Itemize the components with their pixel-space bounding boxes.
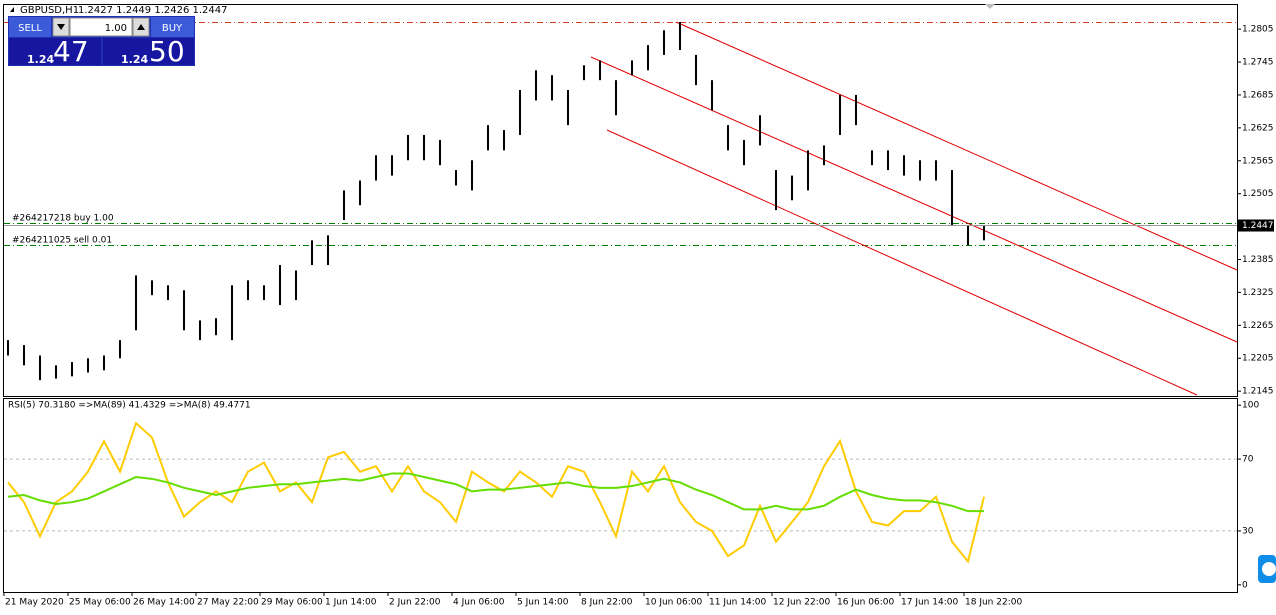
x-tick-label: 29 May 06:00: [261, 598, 323, 608]
arrow: [137, 24, 145, 30]
order-label: #264211025 sell 0.01: [12, 236, 112, 246]
buy-price[interactable]: [103, 38, 194, 65]
channel-line: [675, 21, 1238, 271]
indicator-label: RSI(5) 70.3180 =>MA(89) 41.4329 =>MA(8) …: [8, 401, 251, 411]
y-tick-label: 1.2205: [1242, 354, 1274, 364]
y-tick-label: 1.2505: [1242, 189, 1274, 199]
indicator-line: [7, 472, 984, 513]
y-tick-label: 1.2325: [1242, 288, 1274, 298]
x-tick-label: 26 May 14:00: [133, 598, 195, 608]
trade-panel: SELL 1.00 BUY 1.24 47 1.24 50: [8, 16, 195, 68]
buy-button[interactable]: [151, 17, 194, 37]
x-tick-label: 25 May 06:00: [69, 598, 131, 608]
rsi-panel: [3, 398, 1238, 593]
ohlc-info: 1.2427 1.2449 1.2426 1.2447: [78, 5, 228, 16]
x-tick-label: 27 May 22:00: [197, 598, 259, 608]
buy-label[interactable]: BUY: [162, 23, 183, 34]
sell-label[interactable]: SELL: [18, 23, 42, 34]
shift-marker: [985, 4, 995, 9]
x-tick-label: 10 Jun 06:00: [645, 598, 702, 608]
lot-value[interactable]: 1.00: [105, 23, 127, 34]
x-tick-label: 16 Jun 06:00: [837, 598, 894, 608]
symbol: GBPUSD,H1: [20, 5, 79, 16]
indicator-line: [7, 421, 985, 564]
y-tick-label: 100: [1242, 401, 1259, 411]
y-tick-label: 70: [1242, 455, 1254, 465]
y-tick-label: 1.2265: [1242, 321, 1274, 331]
sell-price[interactable]: [9, 38, 101, 65]
y-tick-label: 1.2625: [1242, 123, 1274, 133]
channel-line: [590, 56, 1238, 343]
y-tick-label: 1.2385: [1242, 255, 1274, 265]
y-tick-label: 1.2145: [1242, 387, 1274, 397]
y-tick-label: 1.2805: [1242, 25, 1274, 35]
price-label: 1.2447: [1242, 221, 1274, 231]
sell-big: 1.24: [27, 53, 54, 66]
icon-fg: [1262, 562, 1276, 576]
y-tick-label: 30: [1242, 526, 1254, 536]
sell-button[interactable]: [9, 17, 51, 37]
x-tick-label: 18 Jun 22:00: [965, 598, 1022, 608]
x-tick-label: 5 Jun 14:00: [517, 598, 569, 608]
lot-field[interactable]: [69, 17, 133, 37]
price-box: [1238, 219, 1274, 232]
channel-line: [606, 129, 1198, 396]
y-tick-label: 1.2745: [1242, 58, 1274, 68]
x-tick-label: 4 Jun 06:00: [453, 598, 505, 608]
menu-icon: [10, 7, 14, 12]
x-tick-label: 1 Jun 14:00: [325, 598, 377, 608]
arrow: [57, 24, 65, 30]
x-tick-label: 2 Jun 22:00: [389, 598, 441, 608]
x-tick-label: 17 Jun 14:00: [901, 598, 958, 608]
buy-big: 1.24: [121, 53, 148, 66]
sell-pips: 47: [53, 35, 89, 68]
teamviewer-icon[interactable]: [1258, 555, 1276, 583]
x-tick-label: 12 Jun 22:00: [773, 598, 830, 608]
x-tick-label: 21 May 2020: [5, 598, 64, 608]
y-tick-label: 0: [1242, 580, 1248, 590]
y-tick-label: 1.2685: [1242, 90, 1274, 100]
order-label: #264217218 buy 1.00: [12, 214, 114, 224]
x-tick-label: 11 Jun 14:00: [709, 598, 766, 608]
buy-pips: 50: [149, 35, 185, 68]
x-tick-label: 8 Jun 22:00: [581, 598, 633, 608]
y-tick-label: 1.2565: [1242, 156, 1274, 166]
